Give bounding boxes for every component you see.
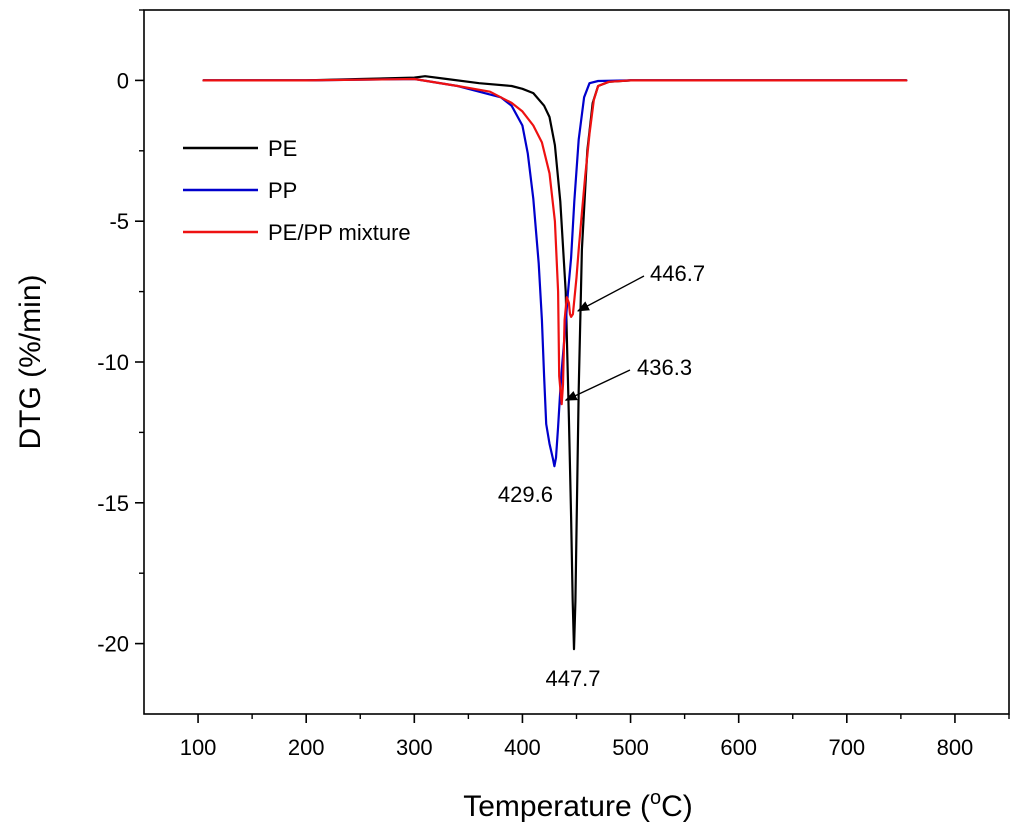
legend-label: PP [268, 178, 297, 203]
annotation-arrow [564, 369, 631, 401]
x-tick-label: 200 [288, 735, 325, 760]
x-tick-label: 100 [180, 735, 217, 760]
annotations: 447.7 429.6 436.3 446.7 [498, 261, 705, 691]
legend-label: PE [268, 136, 297, 161]
y-tick-label: -5 [109, 209, 129, 234]
legend-label: PE/PP mixture [268, 220, 411, 245]
annotation-label: 447.7 [545, 666, 600, 691]
annotation-arrow [577, 275, 645, 312]
annotation-label: 446.7 [650, 261, 705, 286]
y-tick-label: -10 [97, 350, 129, 375]
y-axis-title: DTG (%/min) [14, 275, 47, 450]
x-axis-title-degree: o [650, 787, 661, 809]
y-tick-label: 0 [117, 68, 129, 93]
series-line-pe-pp-mixture [202, 77, 908, 406]
series-line-pp [202, 77, 908, 468]
x-tick-label: 700 [828, 735, 865, 760]
legend: PE PP PE/PP mixture [183, 136, 411, 245]
annotation-label: 436.3 [637, 355, 692, 380]
x-tick-label: 500 [612, 735, 649, 760]
y-tick-label: -15 [97, 491, 129, 516]
x-tick-label: 800 [937, 735, 974, 760]
x-axis: 100 200 300 400 500 600 700 800 [180, 714, 1010, 760]
series-layer [202, 75, 908, 651]
x-tick-label: 600 [720, 735, 757, 760]
x-tick-label: 300 [396, 735, 433, 760]
x-tick-label: 400 [504, 735, 541, 760]
x-axis-title: Temperature (oC) [463, 787, 693, 823]
x-axis-title-unit: C) [661, 790, 693, 823]
series-line-pe [202, 75, 908, 651]
annotation-label: 429.6 [498, 482, 553, 507]
plot-frame [143, 9, 1010, 715]
y-tick-label: -20 [97, 632, 129, 657]
y-axis: 0 -5 -10 -15 -20 [97, 9, 144, 657]
x-axis-title-main: Temperature ( [463, 790, 650, 823]
